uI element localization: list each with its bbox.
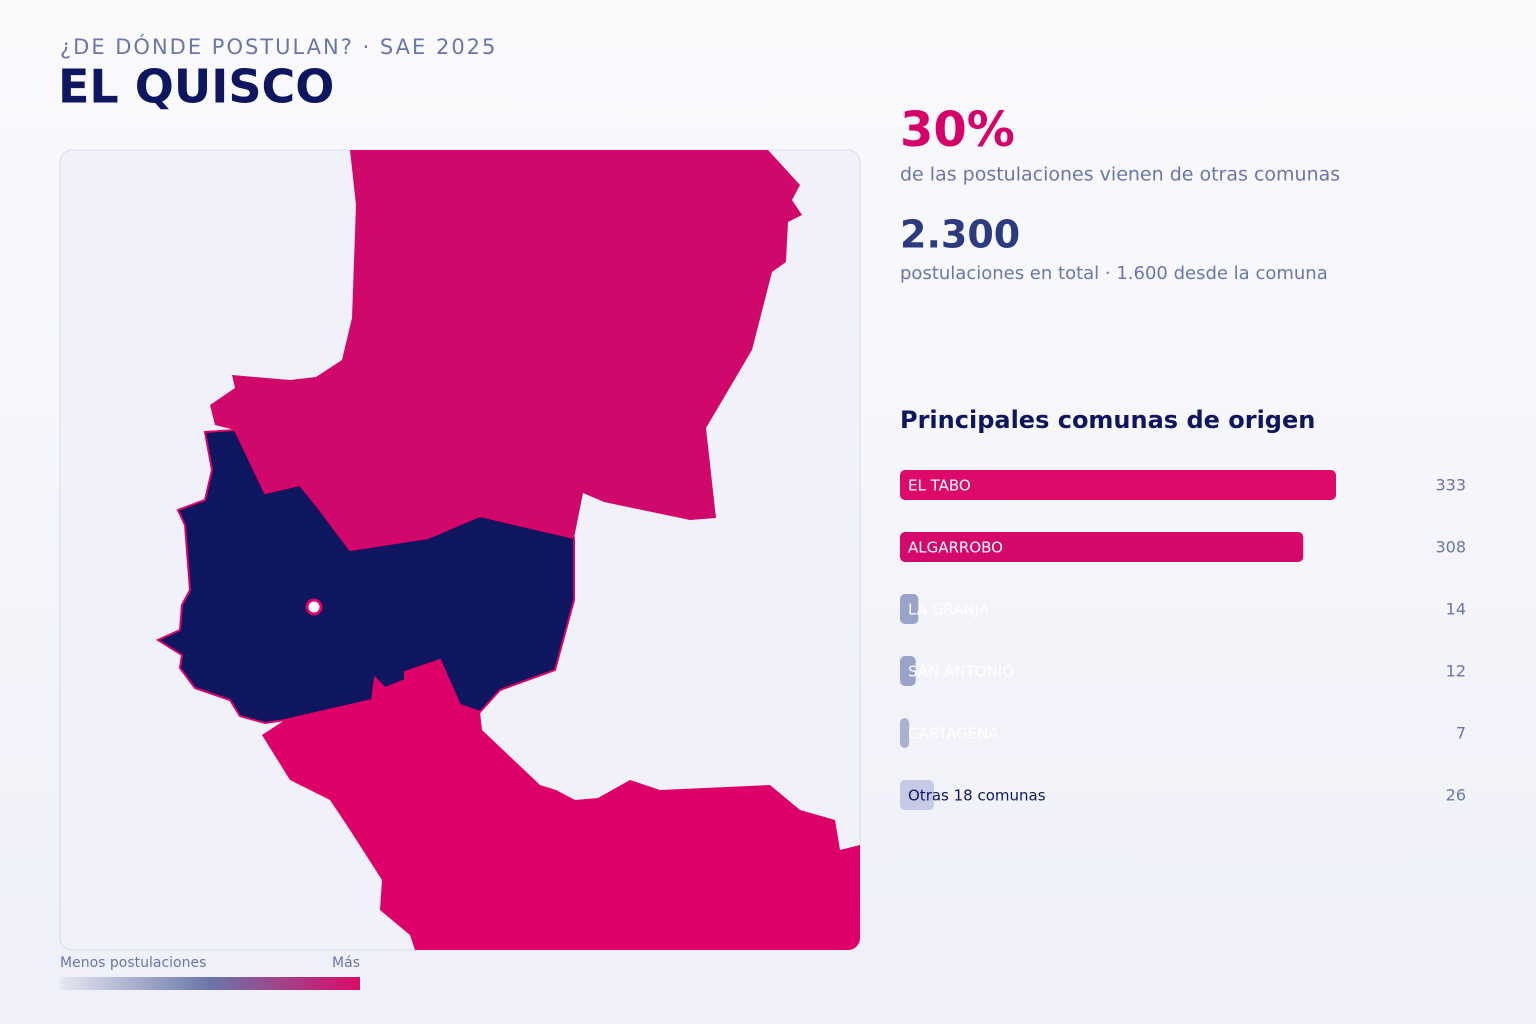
kicker: ¿DE DÓNDE POSTULAN? · SAE 2025 — [60, 34, 497, 59]
value-label: 308 — [1435, 538, 1466, 557]
bar-label: SAN ANTONIO — [908, 663, 1014, 681]
value-label: 26 — [1446, 786, 1466, 805]
bar-label: LA GRANJA — [908, 601, 990, 619]
bar-label: ALGARROBO — [908, 539, 1003, 557]
bar — [900, 718, 910, 748]
map — [59, 149, 861, 951]
stat-value: 2.300 — [900, 213, 1020, 257]
bar — [900, 594, 919, 624]
stat-label: postulaciones en total · 1.600 desde la … — [900, 263, 1328, 284]
bar — [900, 656, 916, 686]
bar — [900, 532, 1304, 562]
legend-gradient — [60, 977, 360, 990]
bar-chart: EL TABO 333 ALGARROBO 308 LA GRANJA 14 SAN ANT… — [900, 470, 1466, 810]
value-label: 333 — [1435, 476, 1466, 495]
bar — [900, 780, 935, 810]
title: EL QUISCO — [58, 60, 334, 114]
value-label: 14 — [1446, 600, 1466, 619]
location-marker — [305, 598, 323, 616]
legend-high: Más — [332, 955, 360, 971]
region-el-quisco — [155, 428, 575, 725]
value-label: 12 — [1446, 662, 1466, 681]
stat-value: 30% — [900, 102, 1015, 158]
bar — [900, 470, 1336, 500]
legend-low: Menos postulaciones — [60, 955, 206, 971]
bar-label: EL TABO — [908, 477, 971, 495]
value-label: 7 — [1456, 724, 1466, 743]
chart-title: Principales comunas de origen — [900, 406, 1315, 434]
stat-label: de las postulaciones vienen de otras com… — [900, 164, 1340, 186]
region-north — [210, 150, 802, 550]
bar-label: CARTAGENA — [908, 725, 999, 743]
region-south — [262, 660, 860, 950]
bar-label: Otras 18 comunas — [908, 787, 1046, 805]
